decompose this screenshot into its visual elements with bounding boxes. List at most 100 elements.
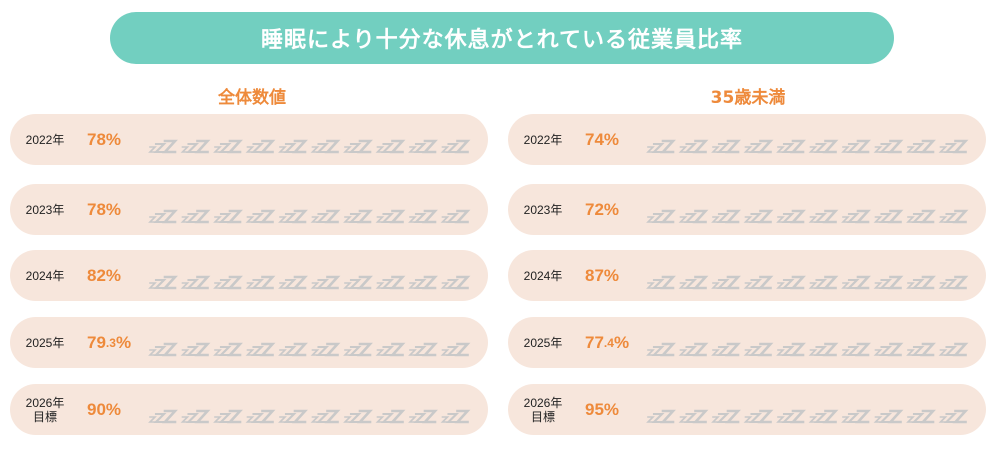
zzz-sleep-icon-empty [776,275,806,290]
zzz-sleep-icon-empty [180,342,211,357]
percent-main: 74 [585,129,604,149]
panel-title-under35: 35歳未満 [710,88,786,108]
year-text: 2025年 [523,335,563,350]
year-text: 2022年 [523,132,563,147]
percent-main: 79 [87,332,106,352]
target-label: 目標 [32,409,57,424]
year-text: 2026年 [523,395,563,410]
zzz-sleep-icon-empty [873,275,904,290]
zzz-sleep-icon-empty [678,409,709,424]
percent-sign: % [603,265,620,285]
zzz-sleep-icon-empty [278,139,308,154]
percent-value: 90% [87,384,121,435]
chart-row: 2022年 74% [508,114,986,165]
zzz-sleep-icon-empty [841,342,871,357]
zzz-sleep-icon-empty [646,275,676,290]
percent-value: 74% [585,114,619,165]
zzz-sleep-icon-empty [343,342,373,357]
percent-sign: % [603,199,620,219]
zzz-sleep-icon-empty [310,275,341,290]
percent-value: 79.3% [87,317,131,368]
zzz-sleep-icon-empty [343,275,373,290]
zzz-sleep-icon-empty [408,139,438,154]
zzz-sleep-icon-empty [213,342,243,357]
chart-row: 2026年 目標 95% [508,384,986,435]
zzz-sleep-icon-empty [408,275,438,290]
sleep-icon-row [646,139,969,154]
sleep-icon-row [646,409,969,424]
zzz-sleep-icon-empty [906,139,936,154]
zzz-sleep-icon-empty [841,409,871,424]
zzz-sleep-icon-empty [278,409,308,424]
zzz-sleep-icon-empty [278,209,308,224]
zzz-sleep-icon-empty [646,209,676,224]
year-label: 2022年 [508,114,578,165]
zzz-sleep-icon-empty [148,409,178,424]
year-label: 2024年 [10,250,80,301]
percent-sign: % [603,399,620,419]
chart-row: 2026年 目標 90% [10,384,488,435]
zzz-sleep-icon-empty [343,209,373,224]
zzz-sleep-icon-empty [906,409,936,424]
zzz-sleep-icon-empty [938,139,969,154]
percent-sign: % [603,129,620,149]
percent-value: 78% [87,184,121,235]
chart-row: 2022年 78% [10,114,488,165]
chart-row: 2023年 72% [508,184,986,235]
zzz-sleep-icon-empty [245,139,276,154]
zzz-sleep-icon-empty [938,409,969,424]
zzz-sleep-icon-empty [776,139,806,154]
sleep-icon-row [148,209,471,224]
percent-value: 95% [585,384,619,435]
zzz-sleep-icon-empty [711,209,741,224]
zzz-sleep-icon-empty [440,342,471,357]
year-text: 2024年 [25,268,65,283]
zzz-sleep-icon-empty [278,342,308,357]
zzz-sleep-icon-empty [646,139,676,154]
zzz-sleep-icon-empty [375,139,406,154]
zzz-sleep-icon-empty [375,275,406,290]
percent-value: 72% [585,184,619,235]
zzz-sleep-icon-empty [776,409,806,424]
zzz-sleep-icon-empty [213,139,243,154]
zzz-sleep-icon-empty [213,409,243,424]
zzz-sleep-icon-empty [711,139,741,154]
zzz-sleep-icon-empty [148,139,178,154]
zzz-sleep-icon-empty [841,139,871,154]
zzz-sleep-icon-empty [213,275,243,290]
zzz-sleep-icon-empty [245,275,276,290]
zzz-sleep-icon-empty [245,342,276,357]
zzz-sleep-icon-empty [776,209,806,224]
zzz-sleep-icon-empty [408,342,438,357]
zzz-sleep-icon-empty [343,139,373,154]
zzz-sleep-icon-empty [808,275,839,290]
sleep-icon-row [646,209,969,224]
zzz-sleep-icon-empty [310,139,341,154]
zzz-sleep-icon-empty [310,209,341,224]
sleep-icon-row [646,342,969,357]
year-label: 2024年 [508,250,578,301]
sleep-icon-row [646,275,969,290]
chart-row: 2023年 78% [10,184,488,235]
zzz-sleep-icon-empty [873,409,904,424]
sleep-icon-row [148,275,471,290]
zzz-sleep-icon-empty [646,342,676,357]
percent-main: 87 [585,265,604,285]
zzz-sleep-icon-empty [808,409,839,424]
percent-decimal: .3 [105,335,116,350]
zzz-sleep-icon-empty [906,275,936,290]
percent-sign: % [105,399,122,419]
percent-decimal: .4 [603,335,614,350]
zzz-sleep-icon-empty [841,275,871,290]
zzz-sleep-icon-empty [180,139,211,154]
zzz-sleep-icon-empty [245,409,276,424]
zzz-sleep-icon-empty [938,342,969,357]
year-label: 2025年 [508,317,578,368]
year-label: 2022年 [10,114,80,165]
percent-main: 78 [87,129,106,149]
zzz-sleep-icon-empty [678,139,709,154]
zzz-sleep-icon-empty [180,275,211,290]
year-text: 2024年 [523,268,563,283]
percent-value: 78% [87,114,121,165]
zzz-sleep-icon-empty [408,209,438,224]
